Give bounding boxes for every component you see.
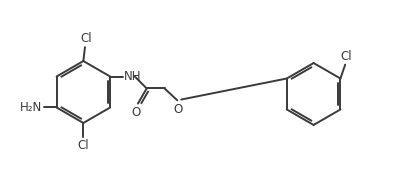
Text: Cl: Cl	[77, 139, 89, 152]
Text: Cl: Cl	[80, 32, 92, 45]
Text: O: O	[132, 106, 141, 119]
Text: NH: NH	[124, 70, 141, 83]
Text: H₂N: H₂N	[20, 101, 42, 114]
Text: O: O	[173, 103, 183, 116]
Text: Cl: Cl	[340, 50, 352, 63]
